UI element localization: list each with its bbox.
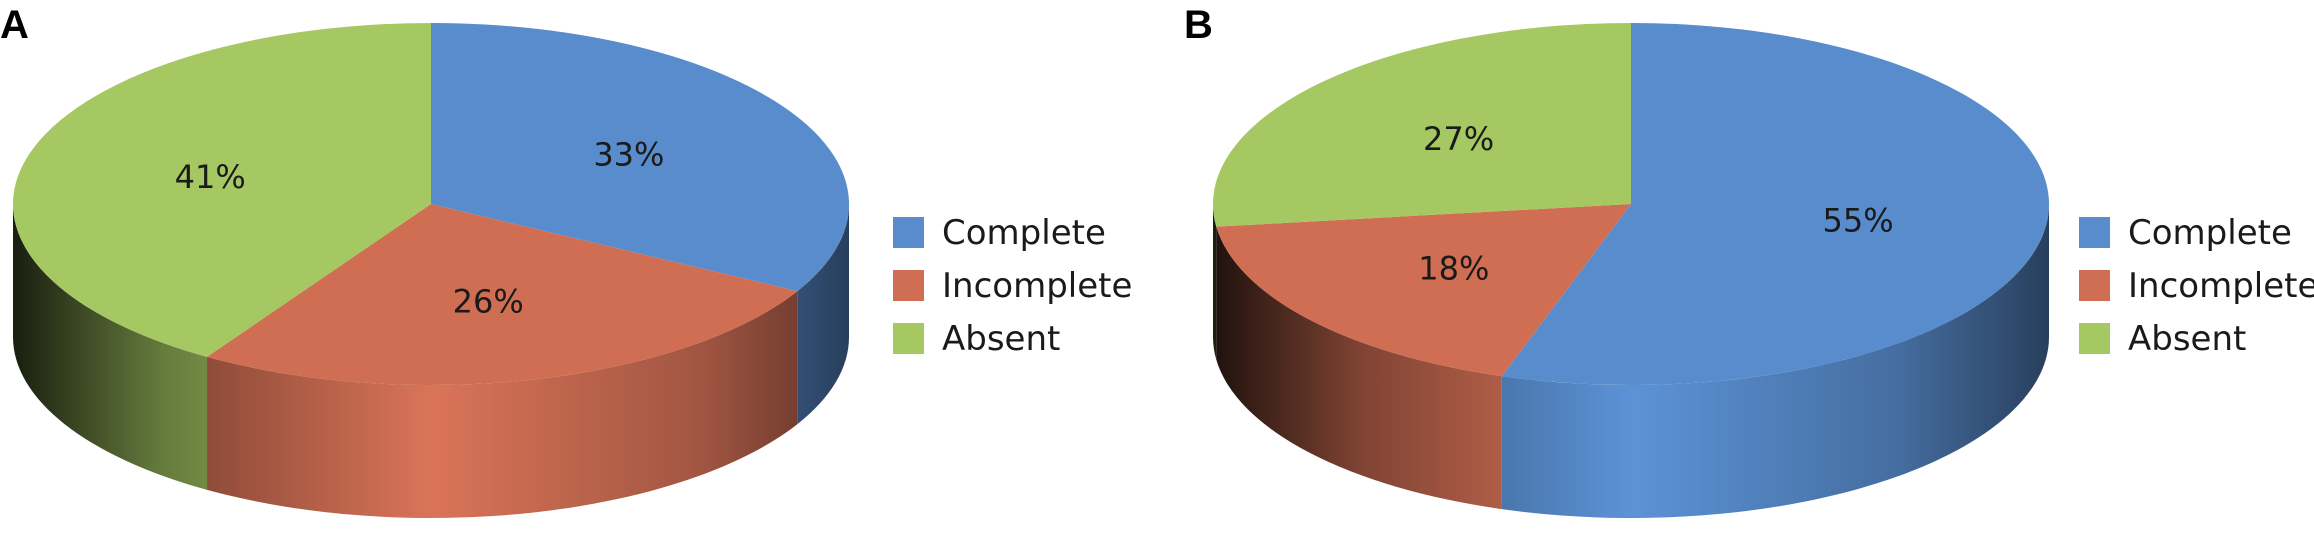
pie-b-slice-incomplete [1216, 204, 1631, 377]
panel-label-b: B [1184, 3, 1213, 47]
pie-a-slice-absent [12, 23, 432, 357]
pie-b-label-absent: 27% [1423, 120, 1494, 158]
pie-a-side-incomplete [207, 291, 798, 518]
legend-a-label-complete: Complete [942, 213, 1106, 253]
pie-b-slice-complete [1501, 23, 2049, 385]
legend-a-label-incomplete: Incomplete [942, 266, 1132, 306]
legend-a: Complete Incomplete Absent [893, 213, 1132, 359]
pie-b-side-complete [1501, 204, 2049, 518]
panel-label-a: A [0, 3, 29, 47]
chart-panel-b: B 55% 18% 27% Complete Incomplete Absent [1184, 3, 2314, 518]
legend-b-label-incomplete: Incomplete [2128, 266, 2314, 306]
pie-b-label-complete: 55% [1823, 202, 1894, 240]
legend-a-swatch-complete [893, 217, 924, 248]
pie-a-slice-incomplete [207, 204, 798, 385]
legend-b: Complete Incomplete Absent [2079, 213, 2314, 359]
pie-a: 33% 26% 41% [12, 23, 849, 518]
pie-b-side-absent [1213, 204, 1217, 360]
pie-b: 55% 18% 27% [1213, 23, 2049, 518]
legend-b-swatch-incomplete [2079, 270, 2110, 301]
legend-a-label-absent: Absent [942, 319, 1060, 359]
pie-a-label-incomplete: 26% [453, 282, 524, 320]
pie-b-side-incomplete [1216, 226, 1502, 510]
pie-a-side-complete [797, 204, 849, 425]
legend-a-swatch-incomplete [893, 270, 924, 301]
pie-a-label-complete: 33% [593, 135, 664, 173]
pie-a-side-absent [13, 204, 208, 490]
legend-b-swatch-complete [2079, 217, 2110, 248]
chart-panel-a: A 33% 26% 41% Complete Incomplete Absent [0, 3, 1132, 518]
legend-b-label-absent: Absent [2128, 319, 2246, 359]
pie-b-label-incomplete: 18% [1418, 249, 1489, 287]
pie-a-slice-complete [431, 23, 849, 292]
pie-b-slice-absent [1213, 23, 1631, 227]
legend-a-swatch-absent [893, 323, 924, 354]
legend-b-label-complete: Complete [2128, 213, 2292, 253]
pie-a-label-absent: 41% [175, 158, 246, 196]
legend-b-swatch-absent [2079, 323, 2110, 354]
